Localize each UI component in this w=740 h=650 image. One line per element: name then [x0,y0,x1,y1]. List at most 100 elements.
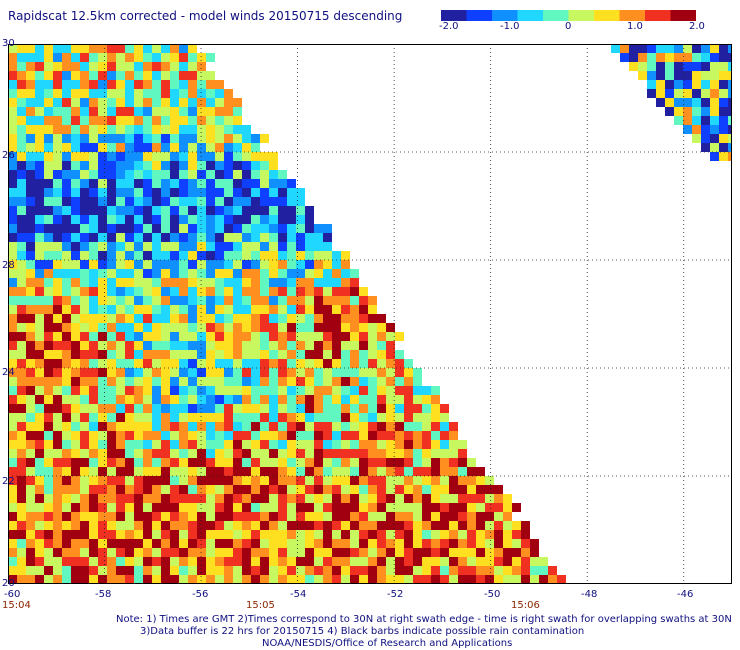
swath-cell [89,179,98,188]
swath-cell [62,377,71,386]
swath-cell [179,332,188,341]
swath-cell [683,98,692,107]
swath-cell [71,341,80,350]
swath-cell [341,431,350,440]
swath-cell [26,467,35,476]
swath-cell [107,197,116,206]
swath-cell [116,341,125,350]
swath-cell [278,422,287,431]
swath-cell [215,386,224,395]
swath-cell [368,296,377,305]
swath-cell [233,242,242,251]
swath-cell [233,539,242,548]
swath-cell [134,143,143,152]
swath-cell [161,566,170,575]
swath-cell [71,269,80,278]
swath-cell [197,566,206,575]
swath-cell [323,530,332,539]
swath-cell [440,404,449,413]
swath-cell [395,530,404,539]
swath-cell [386,350,395,359]
swath-cell [359,377,368,386]
swath-cell [287,566,296,575]
swath-cell [242,251,251,260]
swath-cell [53,377,62,386]
swath-cell [89,314,98,323]
swath-cell [368,323,377,332]
swath-cell [17,296,26,305]
swath-cell [323,368,332,377]
swath-cell [233,530,242,539]
swath-cell [458,557,467,566]
swath-cell [53,296,62,305]
swath-cell [431,422,440,431]
swath-cell [26,170,35,179]
swath-cell [80,395,89,404]
swath-cell [116,449,125,458]
swath-cell [674,98,683,107]
swath-cell [170,512,179,521]
swath-cell [62,332,71,341]
swath-cell [728,62,732,71]
swath-cell [467,503,476,512]
swath-cell [647,89,656,98]
swath-cell [17,161,26,170]
swath-cell [521,566,530,575]
swath-cell [458,458,467,467]
swath-cell [62,530,71,539]
swath-cell [8,548,17,557]
swath-cell [53,116,62,125]
swath-cell [206,341,215,350]
swath-cell [26,197,35,206]
swath-cell [197,476,206,485]
swath-cell [368,566,377,575]
swath-cell [170,566,179,575]
swath-cell [431,557,440,566]
swath-cell [485,512,494,521]
swath-cell [215,467,224,476]
swath-cell [728,134,732,143]
swath-cell [395,548,404,557]
swath-cell [305,215,314,224]
swath-cell [278,377,287,386]
swath-cell [35,494,44,503]
swath-cell [350,359,359,368]
swath-cell [278,539,287,548]
swath-cell [314,458,323,467]
swath-cell [134,251,143,260]
swath-cell [80,251,89,260]
swath-cell [53,440,62,449]
swath-cell [188,539,197,548]
swath-cell [485,548,494,557]
swath-cell [116,134,125,143]
swath-cell [80,116,89,125]
swath-cell [242,197,251,206]
swath-cell [278,458,287,467]
swath-cell [197,89,206,98]
swath-cell [251,242,260,251]
swath-cell [134,404,143,413]
swath-cell [161,431,170,440]
swath-cell [53,476,62,485]
swath-cell [89,152,98,161]
swath-cell [89,368,98,377]
swath-cell [215,269,224,278]
swath-cell [62,476,71,485]
swath-cell [17,368,26,377]
swath-cell [143,395,152,404]
swath-cell [35,332,44,341]
swath-cell [206,467,215,476]
swath-cell [26,107,35,116]
swath-cell [440,422,449,431]
swath-cell [368,332,377,341]
swath-cell [35,377,44,386]
swath-cell [224,170,233,179]
swath-cell [170,521,179,530]
swath-cell [35,170,44,179]
swath-cell [161,386,170,395]
swath-cell [656,44,665,53]
swath-cell [233,206,242,215]
swath-cell [179,278,188,287]
swath-cell [296,458,305,467]
swath-cell [71,467,80,476]
